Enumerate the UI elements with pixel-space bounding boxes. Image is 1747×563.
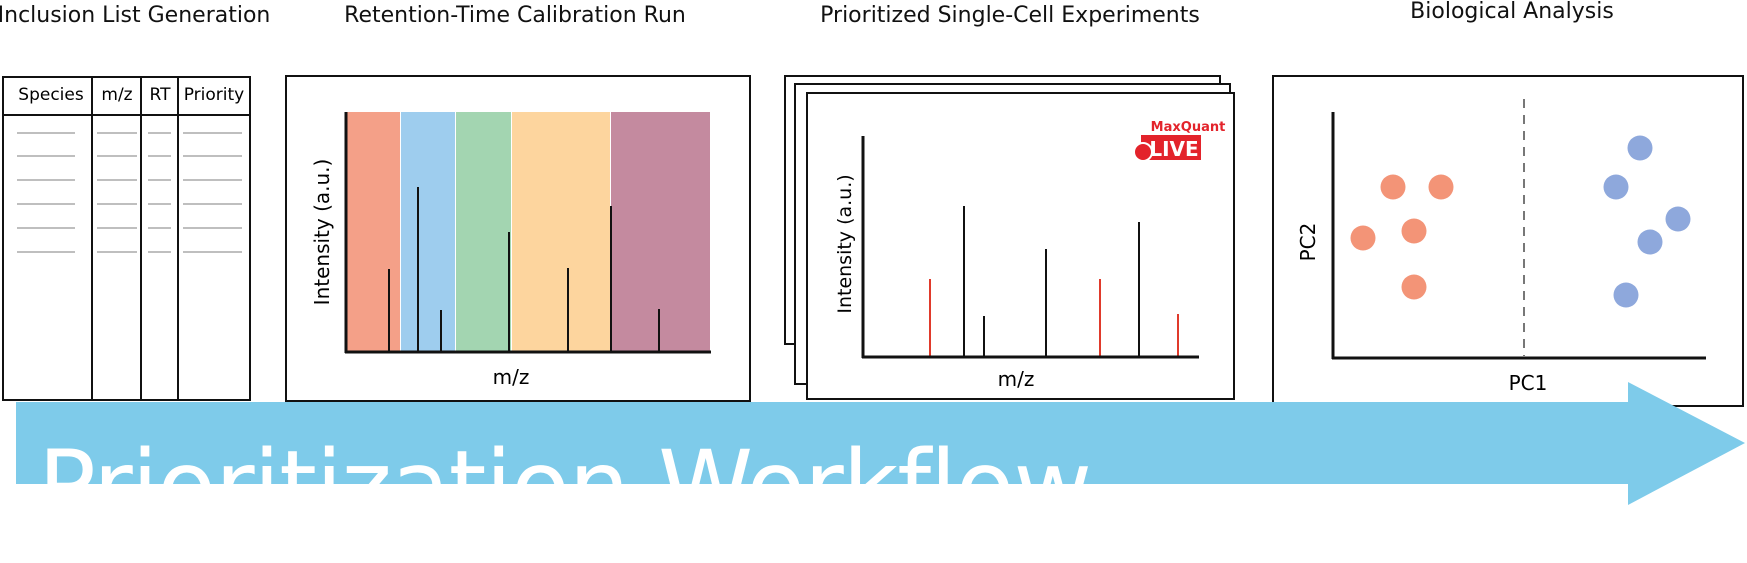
pca-plot: PC2 PC1	[1272, 75, 1744, 407]
rt-band-1	[346, 112, 400, 352]
pca-group-2	[1603, 135, 1691, 308]
maxquant-logo-text: MaxQuant	[1151, 120, 1226, 135]
rt-band-5	[611, 112, 710, 352]
pca-group-1	[1350, 174, 1454, 300]
title-calibration-run: Retention-Time Calibration Run	[344, 3, 686, 28]
table-header-priority: Priority	[184, 85, 245, 105]
single-cell-plot: Intensity (a.u.) m/z MaxQuant LIVE	[784, 75, 1235, 400]
table-header-species: Species	[18, 85, 84, 105]
single-cell-peaks	[929, 206, 1179, 357]
single-cell-y-label: Intensity (a.u.)	[834, 174, 856, 313]
rt-band-3	[456, 112, 511, 352]
workflow-arrow	[16, 382, 1745, 505]
calibration-y-label: Intensity (a.u.)	[310, 159, 334, 306]
calibration-plot: Intensity (a.u.) m/z	[285, 75, 751, 402]
calibration-peaks	[388, 187, 660, 352]
single-cell-x-label: m/z	[998, 367, 1035, 391]
maxquant-live-logo: MaxQuant LIVE	[1133, 120, 1226, 162]
table-header-mz: m/z	[101, 85, 132, 105]
pca-y-label: PC2	[1296, 223, 1320, 262]
title-single-cell: Prioritized Single-Cell Experiments	[820, 3, 1200, 28]
workflow-arrow-shape	[16, 382, 1745, 505]
inclusion-list-table: Species m/z RT Priority	[2, 76, 251, 401]
live-dot-icon	[1133, 142, 1153, 162]
calibration-x-label: m/z	[493, 365, 530, 389]
title-inclusion-list: Inclusion List Generation	[0, 3, 271, 28]
title-biological-analysis: Biological Analysis	[1410, 0, 1614, 24]
rt-band-2	[401, 112, 455, 352]
table-placeholder-rows	[17, 132, 242, 253]
pca-x-label: PC1	[1509, 371, 1548, 395]
workflow-banner-text: Prioritization Workflow	[38, 430, 1092, 542]
table-header-rt: RT	[150, 85, 172, 105]
live-badge-text: LIVE	[1149, 137, 1198, 161]
rt-band-4	[512, 112, 610, 352]
